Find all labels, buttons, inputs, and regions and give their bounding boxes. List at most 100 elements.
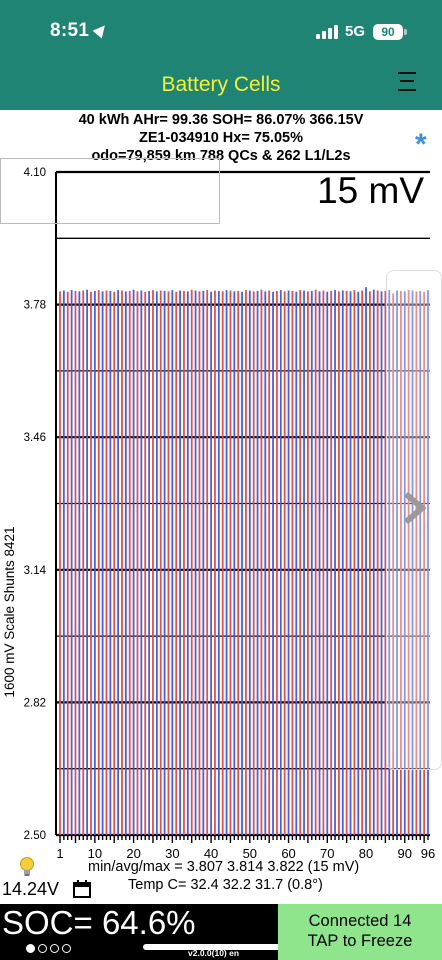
cell-bar <box>268 290 271 835</box>
cell-bar <box>399 290 402 835</box>
pack-summary: 40 kWh AHr= 99.36 SOH= 86.07% 366.15V <box>78 112 364 128</box>
battery-tip <box>404 29 407 35</box>
cell-bar <box>318 291 321 836</box>
x-tick-label: 10 <box>88 846 102 860</box>
cell-bar <box>353 290 356 835</box>
cell-bar <box>380 291 383 836</box>
x-axis-ticks: 1 10 20 30 40 50 60 70 80 90 96 <box>56 835 435 860</box>
cell-bar <box>217 290 220 835</box>
y-axis-ticks: 4.10 3.78 3.46 3.14 2.82 2.50 <box>24 167 47 842</box>
min-avg-max: min/avg/max = 3.807 3.814 3.822 (15 mV) <box>88 859 360 875</box>
cell-bar <box>128 290 131 835</box>
cell-bar <box>291 290 294 835</box>
x-tick-label: 50 <box>243 846 257 860</box>
chart-grid <box>55 170 430 837</box>
home-indicator[interactable] <box>143 944 301 950</box>
cell-bar <box>93 290 96 835</box>
cell-bar <box>326 291 329 835</box>
cell-bar <box>252 291 255 836</box>
cell-bar <box>86 289 89 835</box>
cell-bar <box>372 289 375 835</box>
y-tick-label: 2.82 <box>24 697 46 709</box>
status-bar: 8:51 5G 90 <box>0 0 442 64</box>
cell-bar <box>376 290 379 835</box>
vin-health: ZE1-034910 Hx= 75.05% <box>138 130 304 146</box>
aux-battery-voltage: 14.24V <box>2 879 60 899</box>
cell-bar <box>411 290 414 835</box>
cell-bar <box>276 290 278 835</box>
cell-bar <box>198 291 201 836</box>
x-tick-label: 20 <box>126 846 140 860</box>
menu-icon[interactable] <box>398 70 416 92</box>
cell-bar <box>101 291 104 836</box>
connect-freeze-button[interactable]: Connected 14 TAP to Freeze <box>278 904 442 960</box>
cell-bar <box>202 290 205 835</box>
cell-bar <box>407 290 410 835</box>
cell-bar <box>283 291 286 836</box>
cell-bar <box>256 290 259 835</box>
calendar-icon[interactable] <box>72 879 92 899</box>
cell-bar <box>140 290 143 835</box>
cell-bar <box>225 290 228 835</box>
location-arrow-icon <box>92 21 110 39</box>
network-type: 5G <box>345 23 366 40</box>
cell-bar <box>74 290 77 835</box>
cell-bar <box>403 291 406 836</box>
version-label: v2.0.0(10) en <box>188 948 240 958</box>
side-panel[interactable] <box>386 270 442 770</box>
cell-bar <box>62 290 65 835</box>
y-tick-label: 3.78 <box>24 300 46 312</box>
y-tick-label: 4.10 <box>24 167 46 179</box>
battery-icon: 90 <box>373 24 403 40</box>
x-tick-label: 70 <box>320 846 334 860</box>
cell-bar <box>175 291 178 835</box>
cell-bar <box>338 291 340 836</box>
cell-bar <box>368 291 371 836</box>
x-tick-label: 60 <box>281 846 295 860</box>
cell-bar <box>357 291 360 835</box>
cell-bar <box>159 290 162 835</box>
cell-bar <box>206 290 209 835</box>
cell-bar <box>264 291 267 836</box>
cell-bar <box>78 291 81 836</box>
spread-label: 15 mV <box>317 170 424 211</box>
soc-bar: SOC= 64.6% <box>0 904 278 960</box>
cell-bar <box>109 290 112 835</box>
cell-bar <box>144 291 147 835</box>
cell-bar <box>163 290 166 835</box>
y-tick-label: 2.50 <box>24 830 46 842</box>
cell-bar <box>117 290 120 835</box>
cell-bar <box>392 293 395 835</box>
chevron-right-icon[interactable] <box>400 488 430 528</box>
cell-bar <box>334 290 336 835</box>
cell-bar <box>90 291 92 835</box>
cell-bar <box>396 290 398 835</box>
freeze-label: TAP to Freeze <box>307 932 413 950</box>
x-tick-label: 40 <box>204 846 218 860</box>
cell-bar <box>82 290 85 835</box>
cell-bar <box>148 290 150 835</box>
cell-bar <box>113 291 116 835</box>
cell-bar <box>330 290 333 835</box>
cell-bar <box>423 291 426 835</box>
cell-bar <box>241 291 243 835</box>
cellular-signal-icon <box>316 25 340 39</box>
cell-bar <box>310 290 313 835</box>
y-tick-label: 3.46 <box>24 432 46 444</box>
cell-bar <box>171 290 174 835</box>
x-tick-label: 1 <box>56 846 63 860</box>
cell-bars <box>59 287 429 836</box>
cell-bar <box>66 291 69 835</box>
cell-voltage-chart[interactable]: 4.10 3.78 3.46 3.14 2.82 2.50 1 10 20 30 40 50 60 70… <box>0 160 442 860</box>
cell-bar <box>349 291 352 836</box>
cell-bar <box>341 290 344 835</box>
cell-bar <box>314 289 317 835</box>
lightbulb-icon[interactable] <box>18 856 36 878</box>
cell-bar <box>248 290 251 835</box>
x-tick-label: 90 <box>398 846 412 860</box>
asterisk-icon[interactable]: * <box>415 128 427 161</box>
x-tick-label: 96 <box>421 846 435 860</box>
cell-bar <box>419 290 422 835</box>
page-title: Battery Cells <box>161 73 281 96</box>
scale-overlay-box[interactable] <box>0 158 220 224</box>
